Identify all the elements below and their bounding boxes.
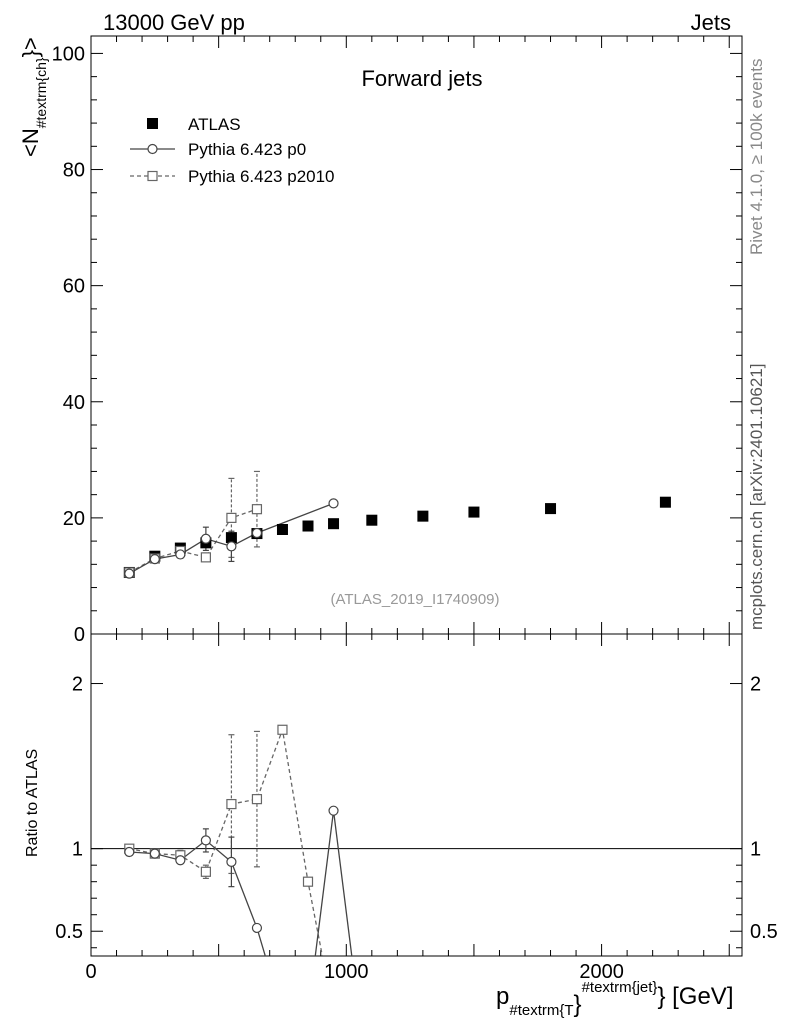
xlabel-p: p <box>496 983 509 1010</box>
ylabel-main: <N <box>18 128 43 157</box>
x-axis-label: p#textrm{T}#textrm{jet}} [GeV] <box>496 979 733 1019</box>
xlabel-sup: #textrm{jet} <box>582 979 658 996</box>
main-ytick-label: 20 <box>63 508 85 530</box>
p2010-point <box>251 504 263 515</box>
xtick-label: 0 <box>85 961 96 983</box>
ratio-p2010-point <box>200 866 211 877</box>
main-y-axis-label: <N#textrm{ch}}> <box>18 37 49 157</box>
atlas-point <box>328 518 340 530</box>
xlabel-brace: } <box>574 991 582 1018</box>
atlas-point <box>659 496 671 508</box>
main-ytick-label: 0 <box>74 624 85 646</box>
p2010-point <box>200 552 211 563</box>
main-ytick-label: 40 <box>63 392 85 414</box>
ylabel-sub: #textrm{ch} <box>33 57 49 128</box>
ratio-tick-labels: 0.5 0.5 1 1 2 2 <box>55 674 778 944</box>
main-axis-ticks <box>90 36 742 635</box>
legend-p0-marker <box>147 143 158 155</box>
ratio-ytick-label-right: 0.5 <box>750 921 778 943</box>
legend-p2010-marker <box>147 170 158 182</box>
main-y-tick-labels: 0 20 40 60 80 100 <box>52 43 85 646</box>
ratio-ytick-label: 2 <box>72 674 83 696</box>
legend: ATLAS Pythia 6.423 p0 Pythia 6.423 p2010 <box>130 115 335 186</box>
ratio-p0-line <box>129 810 353 956</box>
p0-point <box>328 498 339 509</box>
mcplots-label: mcplots.cern.ch [arXiv:2401.10621] <box>747 364 766 630</box>
ratio-p0-point <box>251 922 263 934</box>
legend-atlas-label: ATLAS <box>188 115 241 134</box>
p0-point <box>124 568 135 579</box>
atlas-point <box>302 520 314 532</box>
ratio-p0-point <box>200 835 211 846</box>
ratio-ytick-label-right: 1 <box>750 839 761 861</box>
x-tick-labels: 0 1000 2000 <box>85 961 623 983</box>
p0-point <box>149 554 160 565</box>
ratio-p2010-point <box>226 798 237 810</box>
p0-point <box>226 541 237 552</box>
ylabel-main-text: <N#textrm{ch}}> <box>18 37 49 157</box>
ratio-ytick-label-right: 2 <box>750 674 761 696</box>
ratio-p2010-point <box>277 724 288 735</box>
p0-point <box>251 527 263 539</box>
ratio-p2010-point <box>251 794 263 805</box>
ratio-p2010-point <box>302 876 314 887</box>
main-data-series <box>123 470 671 579</box>
ratio-p0-point <box>149 848 160 859</box>
p0-point <box>175 549 186 560</box>
atlas-point <box>225 532 237 544</box>
main-ytick-label: 100 <box>52 43 85 65</box>
atlas-point <box>366 514 378 526</box>
ratio-axis-ticks <box>90 634 742 956</box>
xlabel-unit: } [GeV] <box>657 983 733 1010</box>
ratio-ytick-label: 0.5 <box>55 921 83 943</box>
rivet-label: Rivet 4.1.0, ≥ 100k events <box>747 59 766 255</box>
xtick-label: 2000 <box>579 961 624 983</box>
ratio-p0-point <box>175 855 186 866</box>
ratio-p0-point <box>124 846 135 858</box>
xtick-label: 1000 <box>324 961 369 983</box>
ratio-ytick-label: 1 <box>72 839 83 861</box>
atlas-point <box>276 523 288 535</box>
legend-atlas-marker <box>147 118 158 129</box>
ratio-panel-frame <box>90 633 743 957</box>
atlas-point <box>417 510 429 522</box>
header-right: Jets <box>691 10 731 35</box>
chart-title: Forward jets <box>361 66 482 91</box>
ratio-data-series <box>124 724 353 956</box>
header-left: 13000 GeV pp <box>103 10 245 35</box>
xlabel-sub: #textrm{T <box>509 1002 573 1019</box>
main-ytick-label: 60 <box>63 276 85 298</box>
main-ytick-label: 80 <box>63 160 85 182</box>
legend-p0-label: Pythia 6.423 p0 <box>188 140 306 159</box>
legend-p2010-label: Pythia 6.423 p2010 <box>188 167 335 186</box>
ratio-p0-point <box>226 856 237 867</box>
atlas-point <box>545 503 557 515</box>
ylabel-close: }> <box>18 37 43 57</box>
p0-point <box>200 533 211 544</box>
p2010-point <box>226 512 237 523</box>
ratio-y-axis-label: Ratio to ATLAS <box>24 749 41 857</box>
atlas-point <box>468 506 480 518</box>
analysis-watermark: (ATLAS_2019_I1740909) <box>330 591 499 608</box>
ratio-p0-point <box>328 805 339 816</box>
